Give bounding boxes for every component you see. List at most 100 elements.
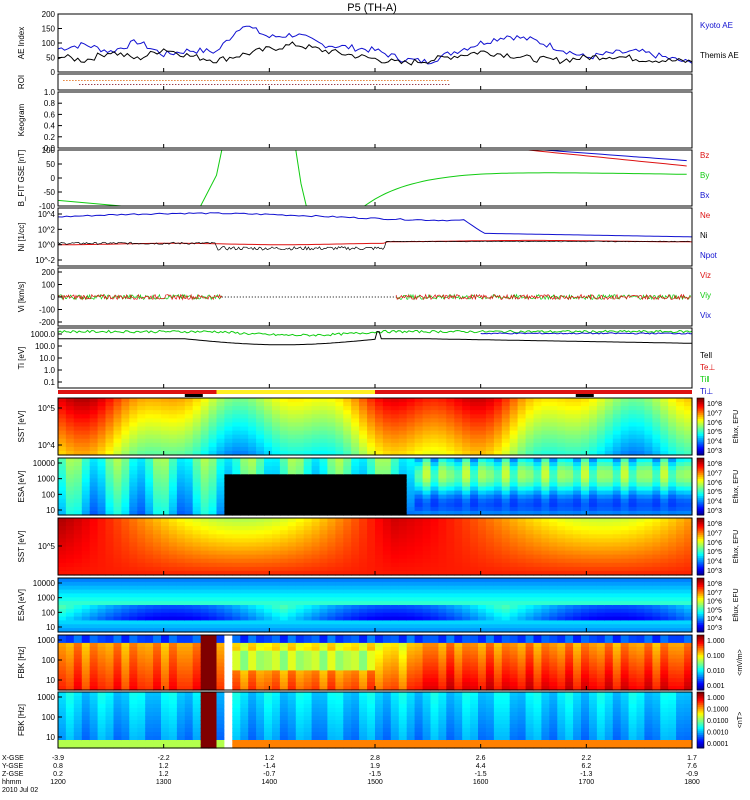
heatmap-cell [279, 554, 289, 560]
heatmap-cell [644, 601, 653, 606]
heatmap-cell [97, 502, 107, 508]
heatmap-cell [454, 570, 463, 576]
heatmap-cell [287, 581, 297, 587]
heatmap-cell [573, 506, 582, 512]
heatmap-cell [58, 506, 67, 512]
heatmap-cell [493, 402, 503, 407]
roi-dot [84, 80, 86, 81]
heatmap-cell [375, 597, 384, 602]
heatmap-cell [264, 438, 273, 444]
heatmap-cell [470, 585, 479, 591]
heatmap-cell [485, 562, 495, 568]
heatmap-cell [493, 628, 503, 633]
heatmap-cell [224, 597, 233, 602]
heatmap-cell [636, 466, 645, 471]
heatmap-cell [240, 538, 249, 544]
heatmap-cell [382, 422, 392, 428]
heatmap-cell [303, 470, 313, 475]
heatmap-cell [81, 682, 91, 687]
heatmap-cell [644, 486, 653, 492]
heatmap-cell [184, 550, 194, 556]
heatmap-cell [73, 562, 83, 568]
heatmap-cell [327, 438, 336, 444]
heatmap-cell [232, 522, 241, 527]
heatmap-cell [390, 558, 400, 564]
heatmap-cell [200, 620, 210, 625]
heatmap-cell [73, 558, 83, 564]
heatmap-cell [636, 458, 645, 463]
heatmap-cell [660, 474, 669, 479]
heatmap-cell [58, 446, 67, 452]
heatmap-cell [311, 578, 321, 583]
heatmap-cell [129, 593, 138, 598]
heatmap-cell [97, 562, 107, 568]
heatmap-cell [438, 474, 447, 479]
heatmap-cell [121, 601, 130, 606]
heatmap-cell [248, 538, 257, 544]
heatmap-cell [652, 506, 661, 512]
roi-dot [318, 80, 320, 81]
heatmap-cell [232, 566, 241, 572]
heatmap-cell [438, 550, 447, 556]
heatmap-cell [668, 612, 677, 618]
heatmap-cell [612, 628, 622, 633]
heatmap-cell [406, 470, 416, 475]
heatmap-cell [589, 608, 598, 614]
heatmap-cell [97, 585, 107, 591]
heatmap-cell [485, 616, 495, 622]
heatmap-cell [628, 410, 638, 415]
heatmap-cell [319, 562, 328, 568]
heatmap-cell [509, 530, 519, 535]
heatmap-cell [414, 450, 424, 456]
heatmap-cell [660, 526, 669, 531]
heatmap-cell [565, 593, 574, 598]
heatmap-cell [501, 522, 511, 527]
heatmap-cell [137, 486, 146, 492]
heatmap-cell [652, 581, 661, 587]
heatmap-cell [343, 522, 352, 527]
heatmap-cell [73, 635, 83, 640]
heatmap-cell [113, 458, 122, 463]
heatmap-cell [533, 430, 542, 436]
heatmap-cell [208, 502, 218, 508]
heatmap-cell [414, 522, 424, 527]
roi-dot [121, 84, 123, 85]
heatmap-cell [454, 478, 463, 484]
heatmap-cell [493, 538, 503, 544]
heatmap-cell [525, 458, 535, 463]
heatmap-cell [557, 542, 566, 548]
heatmap-cell [232, 430, 241, 436]
heatmap-cell [81, 650, 91, 656]
heatmap-cell [240, 616, 249, 622]
heatmap-cell [446, 616, 455, 622]
heatmap-cell [73, 426, 83, 432]
heatmap-cell [565, 402, 574, 407]
heatmap-cell [414, 466, 424, 471]
heatmap-cell [272, 402, 281, 407]
heatmap-cell [573, 578, 582, 583]
heatmap-cell [422, 612, 432, 618]
heatmap-cell [525, 605, 535, 610]
heatmap-cell [493, 474, 503, 479]
heatmap-cell [287, 402, 297, 407]
roi-dot [147, 80, 149, 81]
heatmap-cell [596, 430, 606, 436]
heatmap-cell [533, 450, 542, 456]
heatmap-cell [525, 624, 535, 629]
heatmap-cell [343, 494, 352, 500]
heatmap-cell [382, 474, 392, 479]
heatmap-cell [620, 530, 630, 535]
heatmap-cell [343, 616, 352, 622]
heatmap-cell [208, 534, 218, 539]
heatmap-cell [493, 570, 503, 576]
heatmap-cell [73, 418, 83, 424]
heatmap-cell [303, 402, 313, 407]
heatmap-cell [652, 486, 661, 492]
heatmap-cell [414, 546, 424, 552]
heatmap-cell [596, 410, 606, 415]
roi-dot [241, 84, 243, 85]
heatmap-cell [81, 486, 91, 492]
heatmap-cell [137, 458, 146, 463]
heatmap-cell [319, 578, 328, 583]
heatmap-cell [65, 530, 75, 535]
